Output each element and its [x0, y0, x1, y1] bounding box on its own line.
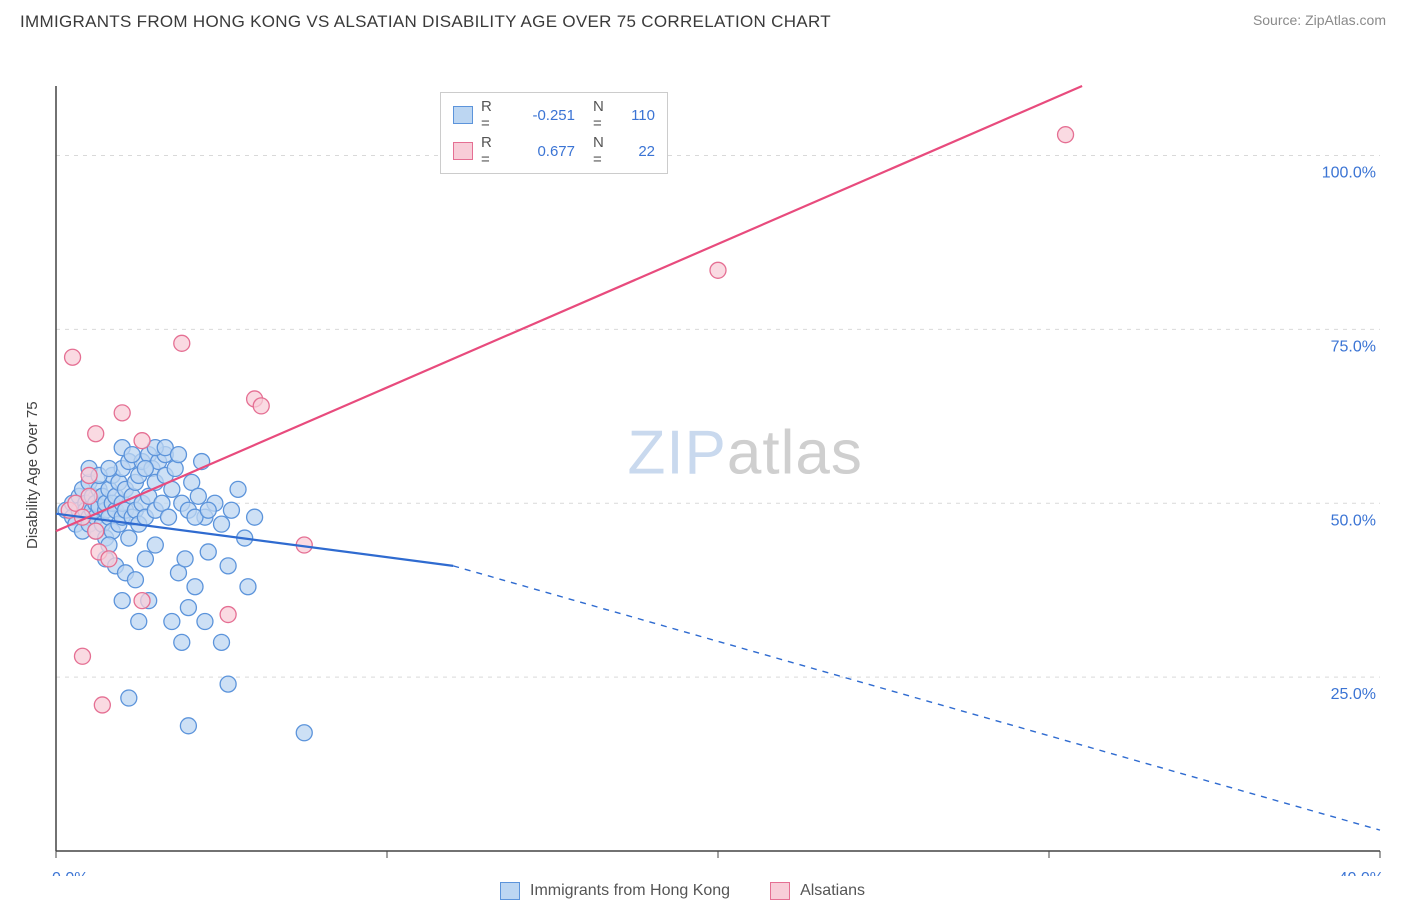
n-value: 110 [619, 107, 655, 124]
chart-title: IMMIGRANTS FROM HONG KONG VS ALSATIAN DI… [20, 12, 831, 32]
n-label: N = [593, 134, 611, 168]
svg-text:25.0%: 25.0% [1331, 686, 1376, 703]
chart-container: 25.0%50.0%75.0%100.0%0.0%40.0% ZIPatlas … [0, 36, 1406, 886]
source-label: Source: ZipAtlas.com [1253, 12, 1386, 28]
svg-text:100.0%: 100.0% [1322, 165, 1376, 182]
svg-text:0.0%: 0.0% [52, 870, 88, 876]
scatter-chart: 25.0% 50.0% 75.0% 100.0% 0.0% 40.0% [0, 36, 1406, 876]
legend-label: Alsatians [800, 882, 865, 900]
legend-swatch [500, 882, 520, 900]
legend-top-row: R = -0.251 N = 110 [441, 97, 667, 133]
n-value: 22 [619, 143, 655, 160]
legend-item: Immigrants from Hong Kong [500, 882, 730, 900]
legend-swatch [453, 106, 473, 124]
r-label: R = [481, 134, 503, 168]
legend-top-row: R = 0.677 N = 22 [441, 133, 667, 169]
r-value: 0.677 [511, 143, 575, 160]
r-label: R = [481, 98, 503, 132]
svg-text:40.0%: 40.0% [1339, 870, 1384, 876]
legend-item: Alsatians [770, 882, 865, 900]
legend-label: Immigrants from Hong Kong [530, 882, 730, 900]
r-value: -0.251 [511, 107, 575, 124]
y-axis-title: Disability Age Over 75 [24, 401, 41, 549]
svg-text:50.0%: 50.0% [1331, 512, 1376, 529]
n-label: N = [593, 98, 611, 132]
legend-swatch [453, 142, 473, 160]
svg-text:75.0%: 75.0% [1331, 338, 1376, 355]
series-legend: Immigrants from Hong Kong Alsatians [500, 882, 865, 900]
correlation-legend: R = -0.251 N = 110 R = 0.677 N = 22 [440, 92, 668, 174]
legend-swatch [770, 882, 790, 900]
